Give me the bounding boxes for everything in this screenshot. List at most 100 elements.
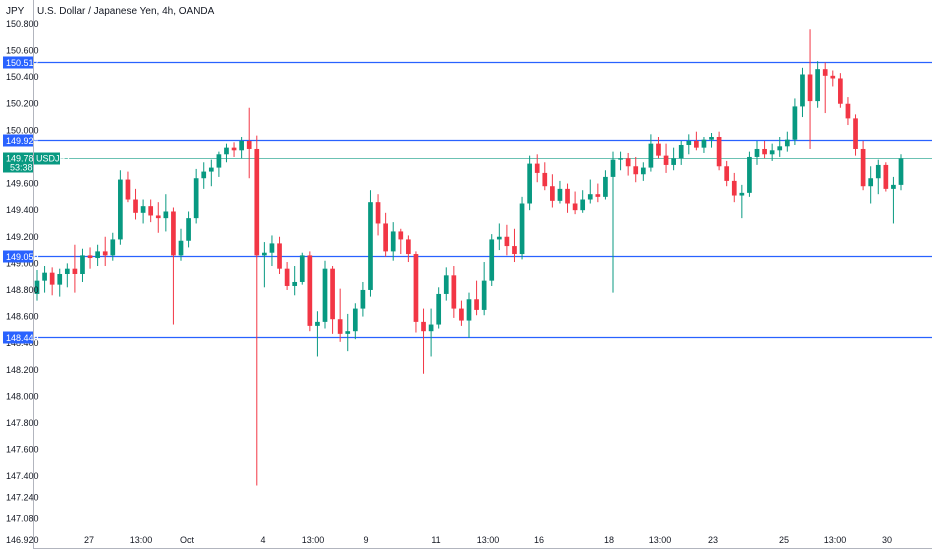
candle[interactable] — [254, 135, 260, 486]
candle[interactable] — [610, 151, 616, 293]
candle[interactable] — [390, 222, 396, 261]
candle[interactable] — [822, 62, 828, 114]
candle[interactable] — [360, 281, 366, 317]
candle[interactable] — [838, 73, 843, 108]
candle[interactable] — [451, 266, 457, 318]
candle[interactable] — [406, 235, 411, 263]
candle[interactable] — [625, 152, 631, 176]
candle[interactable] — [49, 267, 55, 296]
candle[interactable] — [565, 183, 570, 213]
candle[interactable] — [716, 131, 722, 171]
candle[interactable] — [815, 61, 820, 108]
candle[interactable] — [110, 232, 116, 261]
candle[interactable] — [330, 266, 335, 334]
candle[interactable] — [504, 224, 510, 256]
candle[interactable] — [80, 248, 85, 282]
candle[interactable] — [224, 143, 229, 163]
candle[interactable] — [368, 190, 373, 297]
candle[interactable] — [792, 98, 798, 145]
candle[interactable] — [148, 199, 154, 223]
candle[interactable] — [777, 137, 783, 157]
candle[interactable] — [443, 267, 449, 301]
candle[interactable] — [87, 247, 93, 269]
candle[interactable] — [345, 313, 351, 352]
candle[interactable] — [762, 140, 767, 159]
candle[interactable] — [436, 287, 442, 329]
candle[interactable] — [315, 311, 320, 357]
candle[interactable] — [102, 236, 108, 267]
candle[interactable] — [860, 140, 866, 191]
candle[interactable] — [512, 228, 517, 263]
candle[interactable] — [34, 270, 40, 301]
candle[interactable] — [246, 107, 252, 179]
candle[interactable] — [466, 292, 472, 338]
candle[interactable] — [299, 252, 305, 285]
candle[interactable] — [853, 114, 858, 156]
candle[interactable] — [140, 199, 146, 224]
candle[interactable] — [709, 133, 714, 148]
candle[interactable] — [125, 171, 131, 203]
candle[interactable] — [186, 211, 191, 248]
candle[interactable] — [292, 266, 298, 296]
candle[interactable] — [595, 183, 601, 203]
candle[interactable] — [580, 190, 586, 213]
candle[interactable] — [496, 223, 502, 251]
candle[interactable] — [875, 159, 881, 195]
candle[interactable] — [307, 251, 313, 332]
candle[interactable] — [155, 202, 161, 233]
candle[interactable] — [618, 151, 623, 171]
candle[interactable] — [171, 207, 176, 325]
candle[interactable] — [118, 170, 123, 245]
candle[interactable] — [383, 212, 388, 257]
candle[interactable] — [262, 242, 267, 288]
candle[interactable] — [648, 134, 654, 172]
candle[interactable] — [421, 308, 426, 374]
candle[interactable] — [231, 142, 237, 157]
candle[interactable] — [656, 137, 661, 159]
candle[interactable] — [724, 160, 730, 187]
candle[interactable] — [216, 151, 222, 177]
candle[interactable] — [784, 131, 790, 152]
candle[interactable] — [527, 155, 532, 211]
candle[interactable] — [678, 140, 684, 165]
candle[interactable] — [239, 137, 244, 159]
time-axis[interactable]: 27 13:00 Oct 4 13:00 9 11 13:00 16 18 13:00 23 25 13:… — [84, 535, 892, 545]
candle[interactable] — [830, 70, 836, 87]
candle[interactable] — [57, 268, 63, 297]
candle[interactable] — [133, 188, 138, 220]
candle[interactable] — [572, 191, 578, 215]
candle[interactable] — [277, 236, 282, 274]
candle[interactable] — [481, 262, 487, 316]
candle[interactable] — [845, 97, 851, 126]
candle[interactable] — [519, 196, 525, 260]
candle[interactable] — [375, 194, 381, 236]
candle[interactable] — [542, 162, 548, 191]
candle[interactable] — [208, 159, 214, 187]
candle[interactable] — [686, 134, 692, 155]
candle[interactable] — [587, 179, 593, 204]
candle[interactable] — [489, 234, 495, 286]
candle[interactable] — [731, 172, 737, 203]
candle[interactable] — [72, 244, 78, 293]
candle[interactable] — [633, 156, 639, 183]
candle[interactable] — [800, 67, 805, 118]
candle[interactable] — [898, 154, 904, 191]
candles[interactable] — [34, 29, 904, 486]
candle[interactable] — [769, 143, 775, 161]
candle[interactable] — [193, 168, 199, 224]
candle[interactable] — [640, 162, 646, 181]
candle[interactable] — [95, 244, 100, 267]
candle[interactable] — [891, 176, 896, 224]
candle[interactable] — [64, 263, 70, 288]
candle[interactable] — [807, 29, 813, 149]
candle[interactable] — [163, 194, 169, 232]
candle[interactable] — [603, 170, 608, 200]
candle[interactable] — [739, 184, 745, 219]
candle[interactable] — [178, 228, 184, 261]
candle[interactable] — [269, 235, 275, 267]
candle[interactable] — [413, 251, 419, 333]
candle[interactable] — [868, 166, 874, 204]
candle[interactable] — [428, 308, 434, 357]
candle[interactable] — [557, 180, 563, 204]
